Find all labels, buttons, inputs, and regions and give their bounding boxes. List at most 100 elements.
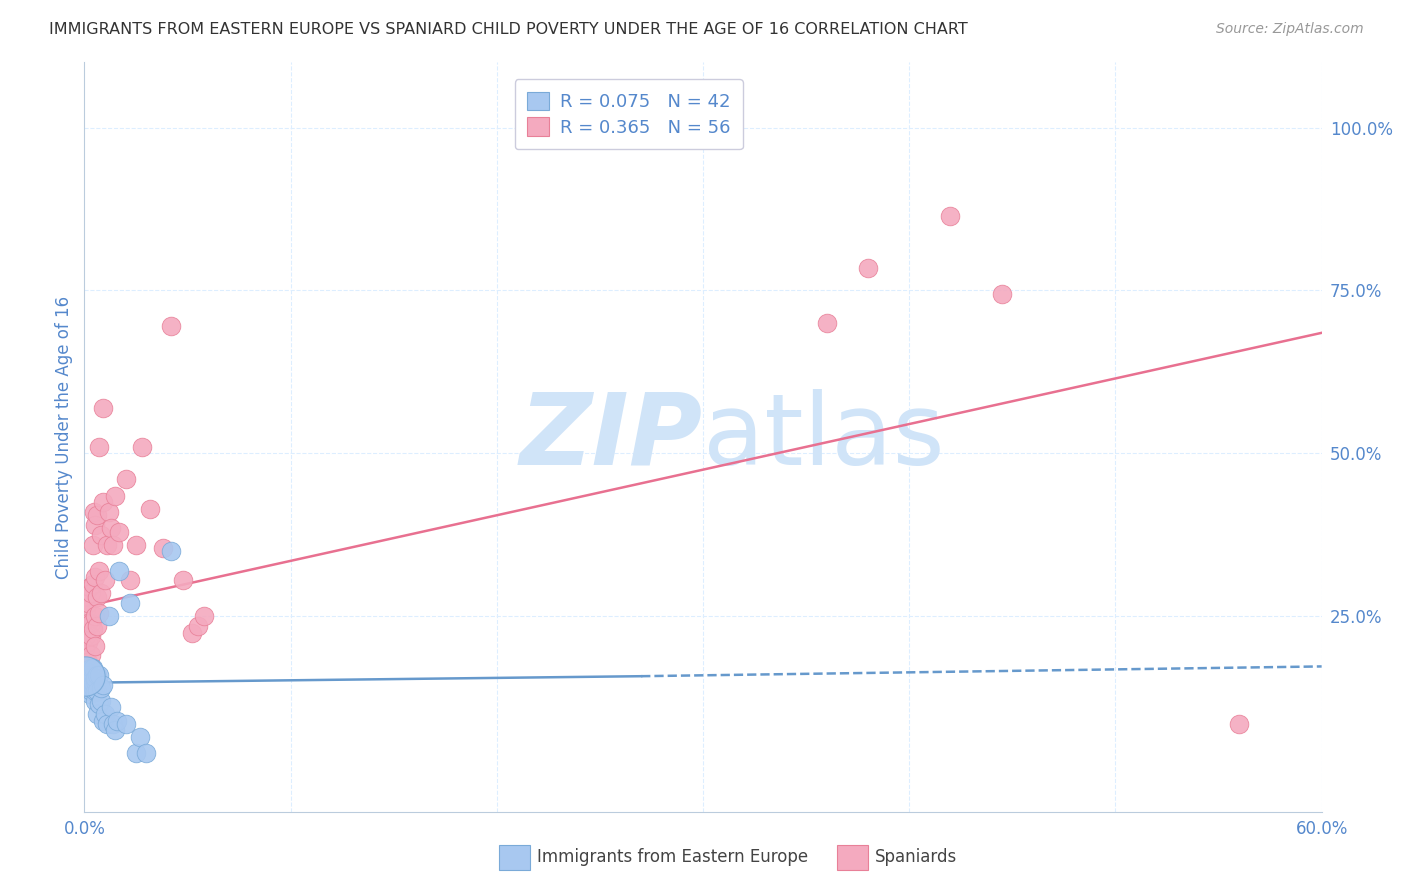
Point: [86, 684, 108, 698]
Y-axis label: Child Poverty Under the Age of 16: Child Poverty Under the Age of 16: [55, 295, 73, 579]
Point: [108, 564, 131, 578]
Point: [96, 538, 118, 552]
Point: [83, 684, 105, 698]
Point: [75, 668, 97, 682]
Point: [104, 489, 127, 503]
Point: [114, 716, 136, 731]
Point: [139, 501, 162, 516]
Point: [83, 639, 105, 653]
Point: [75, 671, 97, 685]
Point: [83, 671, 105, 685]
Point: [135, 746, 157, 760]
Point: [82, 576, 104, 591]
Text: Spaniards: Spaniards: [875, 848, 956, 866]
Point: [79, 681, 101, 695]
Point: [129, 730, 152, 744]
Point: [79, 688, 101, 702]
Point: [91, 714, 114, 728]
Point: [79, 661, 101, 675]
Point: [77, 596, 100, 610]
Point: [83, 570, 105, 584]
Point: [90, 694, 112, 708]
Point: [77, 665, 100, 679]
Point: [82, 622, 104, 636]
Point: [100, 700, 122, 714]
Point: [83, 694, 105, 708]
Point: [79, 684, 101, 698]
Point: [82, 681, 104, 695]
Point: [96, 716, 118, 731]
Point: [77, 635, 100, 649]
Point: [83, 518, 105, 533]
Point: [76, 671, 98, 685]
Point: [86, 619, 108, 633]
Point: [152, 541, 174, 555]
Point: [856, 260, 879, 275]
Point: [76, 678, 98, 692]
Point: [91, 401, 114, 415]
Point: [82, 538, 104, 552]
Point: [75, 629, 97, 643]
Point: [79, 629, 101, 643]
Point: [91, 678, 114, 692]
Point: [75, 641, 97, 656]
Point: [79, 615, 101, 630]
Point: [1227, 716, 1250, 731]
Point: [90, 681, 112, 695]
Point: [79, 580, 101, 594]
Point: [87, 697, 110, 711]
Point: [87, 564, 110, 578]
Point: [83, 609, 105, 624]
Point: [118, 574, 141, 588]
Point: [103, 716, 125, 731]
Point: [187, 619, 209, 633]
Point: [160, 319, 183, 334]
Point: [86, 668, 108, 682]
Text: atlas: atlas: [703, 389, 945, 485]
Point: [79, 586, 101, 600]
Point: [100, 521, 122, 535]
Point: [77, 655, 100, 669]
Point: [104, 723, 127, 738]
Point: [94, 574, 117, 588]
Point: [103, 538, 125, 552]
Point: [73, 671, 96, 685]
Point: [75, 669, 97, 683]
Point: [193, 609, 215, 624]
Point: [90, 528, 112, 542]
Text: Immigrants from Eastern Europe: Immigrants from Eastern Europe: [537, 848, 808, 866]
Point: [131, 440, 153, 454]
Point: [86, 706, 108, 721]
Point: [87, 668, 110, 682]
Point: [86, 508, 108, 523]
Point: [90, 586, 112, 600]
Point: [75, 658, 97, 673]
Point: [83, 674, 105, 689]
Point: [77, 671, 100, 685]
Text: Source: ZipAtlas.com: Source: ZipAtlas.com: [1216, 22, 1364, 37]
Point: [815, 316, 838, 330]
Point: [98, 609, 121, 624]
Point: [105, 714, 128, 728]
Point: [76, 655, 98, 669]
Point: [114, 472, 136, 486]
Point: [125, 538, 148, 552]
Point: [82, 675, 104, 690]
Legend: R = 0.075   N = 42, R = 0.365   N = 56: R = 0.075 N = 42, R = 0.365 N = 56: [515, 79, 742, 149]
Point: [87, 440, 110, 454]
Point: [82, 661, 104, 675]
Point: [77, 615, 100, 630]
Point: [86, 590, 108, 604]
Point: [83, 505, 105, 519]
Text: IMMIGRANTS FROM EASTERN EUROPE VS SPANIARD CHILD POVERTY UNDER THE AGE OF 16 COR: IMMIGRANTS FROM EASTERN EUROPE VS SPANIA…: [49, 22, 967, 37]
Point: [991, 286, 1014, 301]
Point: [91, 495, 114, 509]
Point: [172, 574, 194, 588]
Point: [77, 678, 100, 692]
Point: [180, 625, 202, 640]
Text: ZIP: ZIP: [520, 389, 703, 485]
Point: [118, 596, 141, 610]
Point: [79, 671, 101, 685]
Point: [108, 524, 131, 539]
Point: [939, 209, 962, 223]
